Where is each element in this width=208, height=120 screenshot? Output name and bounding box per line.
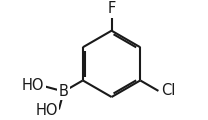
Text: HO: HO	[22, 78, 45, 93]
Text: F: F	[108, 1, 116, 16]
Text: HO: HO	[35, 103, 58, 118]
Text: B: B	[59, 84, 69, 99]
Text: Cl: Cl	[161, 83, 176, 98]
